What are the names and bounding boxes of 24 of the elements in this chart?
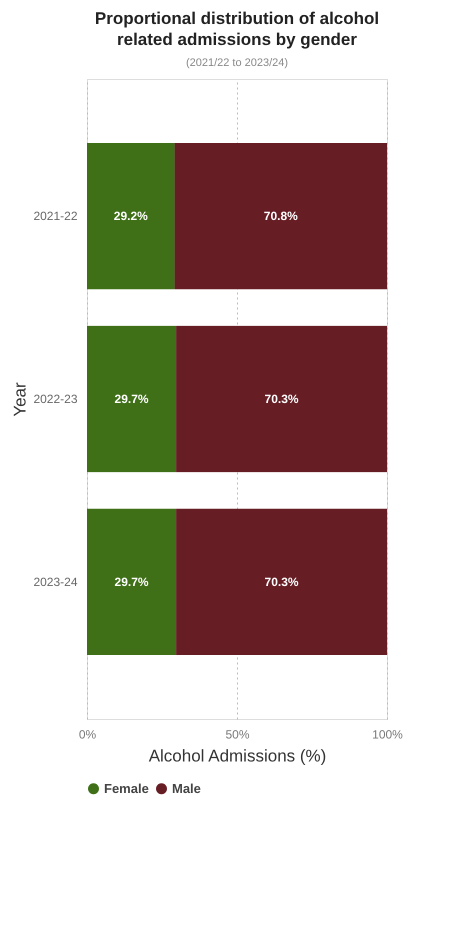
x-tick-label: 50% (225, 728, 250, 742)
x-tick-label: 100% (372, 728, 404, 742)
bar (174, 143, 387, 290)
legend-label: Female (104, 780, 149, 796)
bar (176, 508, 387, 655)
x-axis-title: Alcohol Admissions (%) (148, 746, 326, 766)
bar (176, 326, 387, 472)
data-label: 29.2% (114, 209, 148, 224)
bar (87, 143, 175, 290)
y-tick-label: 2022-23 (33, 392, 78, 406)
data-label: 29.7% (114, 392, 149, 406)
data-label: 70.3% (264, 574, 299, 589)
legend-label: Male (172, 780, 201, 796)
x-tick-label: 0% (78, 728, 96, 742)
chart-subtitle: (2021/22 to 2023/24) (186, 57, 288, 69)
data-label: 70.8% (264, 209, 298, 224)
y-axis-title: Year (10, 382, 30, 417)
chart-title: Proportional distribution of alcohol related admissions by gender (94, 9, 380, 49)
bar (87, 508, 176, 655)
bar (87, 326, 176, 472)
y-tick-label: 2023-24 (33, 574, 78, 589)
y-tick-label: 2021-22 (33, 209, 78, 224)
data-label: 29.7% (114, 574, 149, 589)
data-label: 70.3% (264, 392, 299, 406)
